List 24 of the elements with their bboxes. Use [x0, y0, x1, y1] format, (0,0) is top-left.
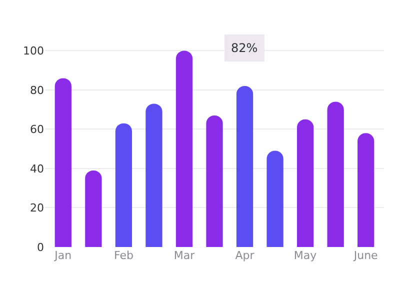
bar [266, 150, 284, 247]
bar [54, 78, 72, 247]
bar [115, 123, 132, 247]
x-tick-label: June [352, 249, 378, 262]
bar [176, 50, 193, 247]
y-tick-label: 0 [37, 240, 44, 254]
bar [85, 170, 102, 247]
y-tick-label: 40 [30, 162, 44, 176]
annotation: 82% [231, 41, 258, 55]
y-tick-label: 20 [30, 202, 44, 215]
bar [296, 119, 314, 247]
bar [236, 86, 254, 247]
bar [327, 102, 344, 247]
y-tick-label: 60 [30, 123, 44, 136]
y-tick-label: 100 [23, 44, 44, 58]
x-tick-label: May [294, 249, 318, 262]
x-tick-label: Mar [174, 249, 196, 262]
x-tick-label: Apr [235, 249, 255, 262]
bar [206, 115, 223, 247]
bar [358, 133, 374, 247]
x-tick-label: Jan [54, 249, 72, 262]
bar [146, 104, 162, 247]
y-tick-label: 80 [30, 84, 44, 97]
x-tick-label: Feb [114, 249, 134, 262]
